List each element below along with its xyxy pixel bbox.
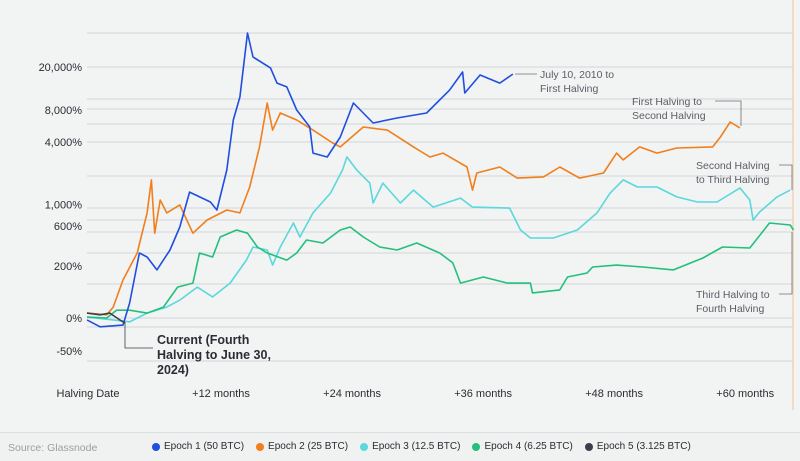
y-tick-label: -50% bbox=[56, 346, 82, 358]
leader-epoch5 bbox=[124, 323, 153, 349]
series-line-epoch-2 bbox=[86, 102, 741, 316]
footer: Source: Glassnode Epoch 1 (50 BTC) Epoch … bbox=[0, 432, 800, 461]
legend-dot-icon bbox=[472, 442, 481, 451]
y-tick-label: 1,000% bbox=[45, 199, 83, 211]
legend-label: Epoch 5 (3.125 BTC) bbox=[596, 441, 691, 452]
annotation-epoch3: Second Halving to Third Halving bbox=[696, 160, 772, 186]
series-line-epoch-3 bbox=[86, 156, 791, 323]
legend: Epoch 1 (50 BTC) Epoch 2 (25 BTC) Epoch 3 … bbox=[152, 441, 691, 452]
annotation-epoch4: Third Halving to Fourth Halving bbox=[696, 289, 772, 315]
legend-item-epoch-4: Epoch 4 (6.25 BTC) bbox=[472, 441, 573, 452]
y-tick-label: 4,000% bbox=[45, 137, 83, 149]
annotation-epoch2: First Halving to Second Halving bbox=[632, 96, 706, 122]
y-tick-label: 8,000% bbox=[45, 105, 83, 117]
series-line-epoch-1 bbox=[86, 32, 514, 328]
y-tick-label: 20,000% bbox=[39, 62, 83, 74]
series-line-epoch-4 bbox=[86, 222, 795, 319]
x-tick-label: +24 months bbox=[323, 388, 381, 400]
annotation-epoch1: July 10, 2010 to First Halving bbox=[540, 69, 617, 95]
gridlines bbox=[87, 32, 793, 362]
legend-item-epoch-3: Epoch 3 (12.5 BTC) bbox=[360, 441, 460, 452]
leader-epoch2 bbox=[715, 100, 742, 126]
legend-label: Epoch 4 (6.25 BTC) bbox=[484, 441, 573, 452]
x-tick-label: +60 months bbox=[716, 388, 774, 400]
legend-item-epoch-2: Epoch 2 (25 BTC) bbox=[256, 441, 348, 452]
chart: 20,000%8,000%4,000%1,000%600%200%0%-50% … bbox=[39, 0, 795, 410]
legend-label: Epoch 3 (12.5 BTC) bbox=[372, 441, 461, 452]
legend-label: Epoch 1 (50 BTC) bbox=[164, 441, 245, 452]
annotation-leaders bbox=[124, 73, 793, 349]
series-lines bbox=[86, 32, 795, 328]
y-axis-ticks: 20,000% 8,000% 4,000% 1,000% 600% 200% 0% -50% bbox=[39, 62, 83, 358]
series-line-epoch-5 bbox=[86, 312, 126, 324]
legend-dot-icon bbox=[152, 442, 160, 451]
source-label: Source: Glassnode bbox=[8, 442, 98, 454]
legend-item-epoch-5: Epoch 5 (3.125 BTC) bbox=[584, 441, 691, 452]
x-tick-label: +48 months bbox=[585, 388, 643, 400]
legend-label: Epoch 2 (25 BTC) bbox=[268, 441, 349, 452]
legend-dot-icon bbox=[584, 442, 593, 451]
x-axis-ticks: Halving Date +12 months +24 months +36 mont… bbox=[57, 388, 775, 400]
y-tick-label: 0% bbox=[66, 313, 82, 325]
legend-item-epoch-1: Epoch 1 (50 BTC) bbox=[152, 441, 244, 452]
x-tick-label: +12 months bbox=[192, 388, 250, 400]
x-tick-label: +36 months bbox=[454, 388, 512, 400]
legend-dot-icon bbox=[360, 442, 369, 451]
y-tick-label: 600% bbox=[54, 221, 82, 233]
x-tick-label: Halving Date bbox=[57, 388, 120, 400]
y-tick-label: 200% bbox=[54, 261, 82, 273]
annotation-epoch5: Current (Fourth Halving to June 30, 2024… bbox=[157, 333, 274, 377]
leader-epoch3 bbox=[779, 164, 793, 190]
leader-epoch4 bbox=[779, 232, 793, 295]
annotations: July 10, 2010 to First Halving First Hal… bbox=[157, 69, 772, 377]
legend-dot-icon bbox=[256, 442, 265, 451]
